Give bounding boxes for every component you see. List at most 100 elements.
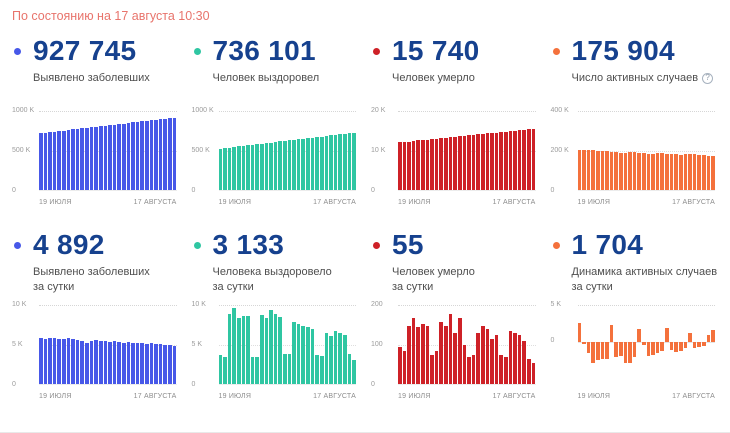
chart-bar	[439, 306, 444, 384]
x-axis-end-label: 17 АВГУСТА	[313, 393, 356, 400]
chart-bar	[467, 306, 471, 384]
chart-bar	[494, 112, 499, 190]
y-axis-tick-label: 5 K	[550, 301, 562, 308]
chart-bar	[697, 306, 701, 385]
mid-gridline	[218, 345, 356, 346]
chart-bar	[522, 306, 527, 384]
bullet-dot-icon	[373, 241, 380, 249]
chart-bar	[711, 112, 715, 190]
stat-card: 4 892 Выявлено заболевших за сутки 10 K 5…	[12, 227, 180, 401]
plot-area	[39, 305, 177, 385]
chart-bar	[352, 306, 356, 384]
chart-bar	[62, 112, 66, 190]
chart-bar	[296, 306, 301, 384]
plot-area	[398, 111, 536, 191]
chart-bar	[513, 306, 517, 384]
mid-gridline	[39, 345, 177, 346]
chart-bar	[499, 112, 504, 190]
chart-bar	[232, 112, 236, 190]
chart-bar	[651, 112, 655, 190]
chart-bar	[517, 306, 522, 384]
x-axis-start-label: 19 ИЮЛЯ	[39, 199, 72, 206]
chart-bar	[706, 112, 711, 190]
chart-bar	[476, 306, 480, 384]
chart-bar	[269, 306, 273, 384]
stat-value: 927 745	[33, 35, 137, 66]
chart-bar	[287, 306, 292, 384]
plot-area	[398, 305, 536, 385]
chart-bar	[632, 306, 637, 385]
stat-card: 175 904 Число активных случаев? 400 K 200…	[551, 33, 719, 207]
chart-bar	[665, 112, 669, 190]
stat-label: Человек умерло	[392, 71, 539, 101]
chart-bar	[595, 112, 600, 190]
chart-bar	[103, 112, 108, 190]
x-axis: 19 ИЮЛЯ 17 АВГУСТА	[578, 199, 716, 206]
chart-bar	[600, 306, 605, 385]
chart-bar	[531, 112, 536, 190]
chart-bar	[605, 112, 609, 190]
chart-bar	[80, 112, 85, 190]
chart-bar	[711, 306, 715, 385]
stat-card-header: 3 133	[192, 227, 360, 263]
chart-bar	[158, 112, 163, 190]
help-icon[interactable]: ?	[702, 72, 714, 84]
stat-label-line1: Выявлено заболевших	[33, 72, 150, 84]
chart-bar	[508, 306, 513, 384]
chart-bar	[674, 112, 678, 190]
chart-bar	[324, 112, 329, 190]
stat-label: Число активных случаев?	[572, 71, 719, 101]
chart-bar	[135, 306, 140, 384]
y-axis: 400 K 200 K 0	[551, 107, 576, 194]
chart-bar	[232, 306, 236, 384]
x-axis-end-label: 17 АВГУСТА	[672, 199, 715, 206]
stat-label: Человека выздоровело за сутки	[213, 265, 360, 295]
chart-bar	[278, 112, 283, 190]
y-axis-tick-label: 400 K	[550, 107, 569, 114]
chart-bar	[89, 112, 94, 190]
stat-card: 3 133 Человека выздоровело за сутки 10 K…	[192, 227, 360, 401]
bullet-dot-icon	[552, 241, 560, 249]
stat-label-line2: за сутки	[392, 280, 434, 293]
chart-bar	[264, 306, 269, 384]
mini-bar-chart: 20 K 10 K 0 19 ИЮЛЯ 17 АВГУСТА	[371, 103, 539, 207]
chart-bar	[582, 112, 586, 190]
chart-bar	[448, 112, 453, 190]
chart-bar	[480, 306, 485, 384]
chart-bar	[273, 112, 278, 190]
chart-bar	[674, 306, 678, 385]
chart-bar	[595, 306, 600, 385]
chart-bar	[52, 306, 57, 384]
chart-bar	[168, 112, 172, 190]
x-axis: 19 ИЮЛЯ 17 АВГУСТА	[219, 393, 357, 400]
stat-label: Человек выздоровел	[213, 71, 360, 101]
chart-bar	[94, 306, 98, 384]
stat-label-line2: за сутки	[33, 280, 75, 293]
chart-bar	[453, 306, 457, 384]
stat-card: 1 704 Динамика активных случаев за сутки…	[551, 227, 719, 401]
chart-bar	[250, 306, 255, 384]
chart-bar	[71, 306, 75, 384]
chart-bar	[609, 112, 614, 190]
y-axis-tick-label: 10 K	[12, 301, 27, 308]
mini-bar-chart: 400 K 200 K 0 19 ИЮЛЯ 17 АВГУСТА	[551, 103, 719, 207]
chart-bar	[586, 112, 591, 190]
chart-bar	[467, 112, 471, 190]
chart-bar	[52, 112, 57, 190]
y-axis: 10 K 5 K 0	[191, 301, 217, 388]
chart-bar	[236, 306, 241, 384]
chart-bar	[131, 306, 135, 384]
y-axis-tick-label: 5 K	[191, 341, 203, 348]
stat-card-header: 927 745	[12, 33, 180, 69]
stat-card-header: 55	[371, 227, 539, 263]
chart-bar	[218, 112, 223, 190]
stat-label: Динамика активных случаев за сутки	[572, 265, 719, 295]
as-of-date-text: По состоянию на 17 августа 10:30	[12, 9, 210, 23]
stat-value: 55	[392, 229, 424, 260]
mid-gridline	[218, 151, 356, 152]
x-axis-end-label: 17 АВГУСТА	[492, 393, 536, 400]
chart-bar	[273, 306, 278, 384]
chart-bar	[701, 112, 706, 190]
chart-bar	[48, 112, 52, 190]
chart-bar	[140, 112, 145, 190]
